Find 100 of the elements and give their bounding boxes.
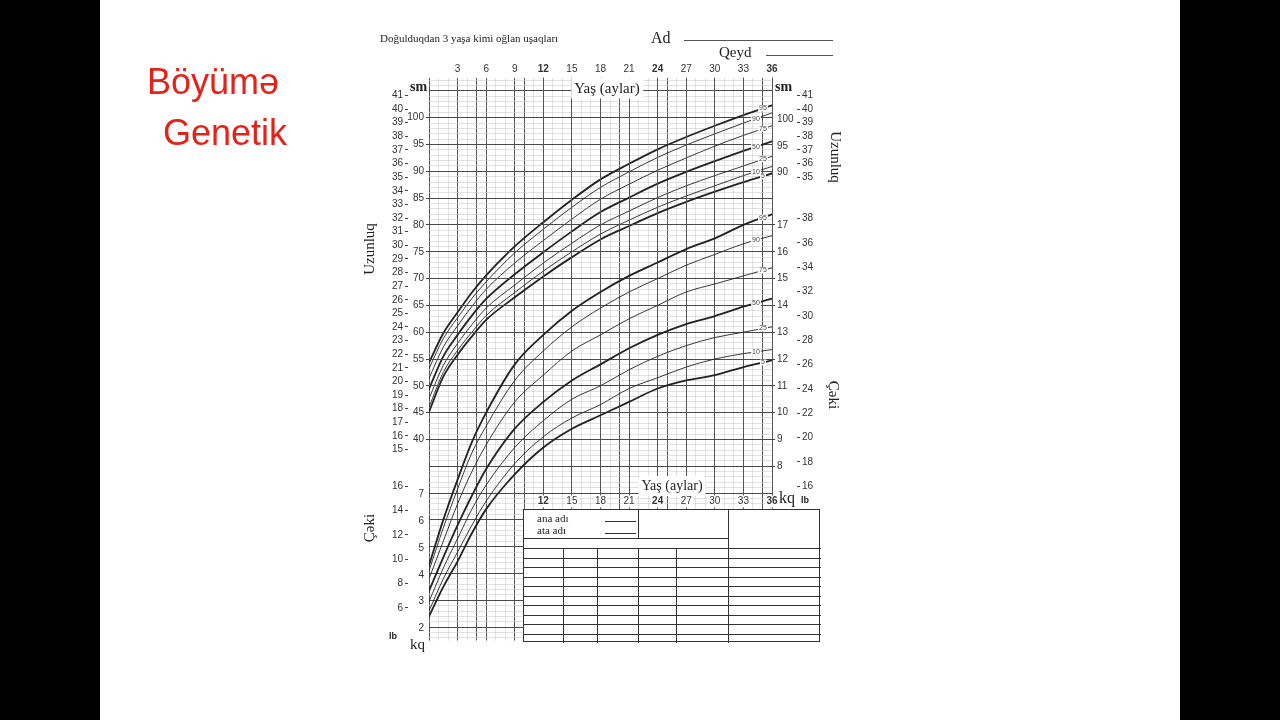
y-axis-title: Uzunluq — [360, 223, 378, 275]
text: 90 — [777, 165, 789, 177]
y2-tick-label: 24 — [802, 382, 814, 394]
y3-tick-label: 16 — [777, 245, 789, 257]
annotation: ana adı — [537, 512, 569, 524]
text: lb — [801, 495, 809, 505]
y3-tick-label: 11 — [777, 379, 788, 391]
x-tick-label: 12 — [537, 63, 550, 75]
text: 2 — [418, 621, 424, 633]
x-tick-label: 33 — [737, 495, 750, 507]
y2-tick-label: 38 — [802, 130, 814, 142]
y-tick-label: 26 — [391, 293, 404, 305]
y-tick-label: 35 — [391, 170, 404, 182]
x-tick-label: 24 — [652, 495, 664, 507]
text: Qeyd — [719, 44, 752, 61]
y-tick-label: 38 — [391, 130, 404, 142]
y2-tick-label: 36 — [802, 236, 814, 248]
y-tick-label: 25 — [391, 307, 404, 319]
y3-tick-label: 70 — [412, 272, 425, 284]
text: 5 — [418, 541, 424, 553]
y3-tick-label: 45 — [412, 406, 425, 418]
y3-tick-label: 85 — [412, 191, 425, 203]
y3-tick-label: 55 — [412, 352, 425, 364]
x-tick-label: 30 — [709, 63, 721, 75]
y3-tick-label: 10 — [777, 406, 789, 418]
y-axis-title: Çəki — [360, 513, 378, 543]
y3-tick-label: 50 — [412, 379, 425, 391]
y-tick-label: 14 — [391, 504, 404, 516]
y-tick-label: 33 — [391, 198, 404, 210]
x-tick-label: 21 — [623, 495, 636, 507]
x-tick-label: 36 — [766, 63, 778, 75]
y-tick-label: 36 — [391, 157, 404, 169]
y3-tick-label: 15 — [777, 272, 789, 284]
y2-tick-label: 38 — [802, 212, 814, 224]
y2-tick-label: 32 — [802, 285, 814, 297]
y-tick-label: 6 — [397, 601, 404, 613]
y2-tick-label: 34 — [802, 260, 814, 272]
x-tick-label: 12 — [537, 495, 550, 507]
y-tick-label: 24 — [391, 320, 404, 332]
text: sm — [775, 79, 793, 95]
x-tick-label: 21 — [623, 63, 636, 75]
y-tick-label: 21 — [391, 361, 404, 373]
x-tick-label: 36 — [766, 495, 778, 507]
x-tick-label: 33 — [737, 63, 750, 75]
x-tick-label: 6 — [483, 63, 490, 75]
text: 95 — [777, 139, 789, 150]
text: Ad — [651, 29, 671, 47]
y3-tick-label: 8 — [777, 459, 783, 471]
y-tick-label: 32 — [391, 211, 404, 223]
y2-tick-label: 37 — [802, 143, 814, 155]
x-axis-title: Yaş (aylar) — [571, 77, 643, 99]
y-tick-label: 12 — [391, 528, 404, 540]
y2-tick-label: 28 — [802, 333, 814, 345]
y2-axis-title: Çəki — [824, 380, 842, 410]
text: 100 — [777, 112, 794, 124]
y-tick-label: 8 — [397, 577, 404, 589]
text: Genetik — [163, 112, 288, 154]
y-tick-label: 30 — [391, 239, 404, 251]
y-tick-label: 39 — [391, 116, 404, 128]
y3-tick-label: 80 — [412, 218, 425, 230]
x-tick-label: 15 — [566, 495, 578, 507]
y2-axis-title: Uzunluq — [826, 131, 844, 183]
text: lb — [389, 631, 397, 641]
chart-title: Doğulduqdan 3 yaşa kimi oğlan uşaqları — [380, 32, 559, 44]
x-tick-label: 27 — [680, 63, 693, 75]
y-tick-label: 40 — [391, 102, 404, 114]
y3-tick-label: 75 — [412, 245, 425, 257]
y-tick-label: 16 — [391, 429, 404, 441]
y-tick-label: 17 — [391, 416, 404, 428]
text: kq — [410, 636, 425, 653]
y3-tick-label: 9 — [777, 433, 783, 445]
text: 7 — [418, 487, 424, 499]
y-tick-label: 15 — [391, 443, 404, 455]
y2-tick-label: 35 — [802, 170, 814, 182]
y2-tick-label: 18 — [802, 455, 814, 467]
y2-tick-label: 20 — [802, 431, 814, 443]
x-tick-label: 3 — [454, 63, 461, 75]
text: sm — [410, 79, 428, 95]
y3-tick-label: 12 — [777, 352, 789, 364]
y3-tick-label: 95 — [412, 138, 425, 150]
text: 4 — [418, 568, 424, 579]
y-tick-label: 23 — [391, 334, 404, 346]
y-tick-label: 31 — [391, 225, 404, 237]
y-tick-label: 37 — [391, 143, 404, 155]
y-tick-label: 22 — [391, 347, 404, 359]
y3-tick-label: 100 — [407, 111, 425, 123]
text: 6 — [418, 514, 424, 526]
text: Böyümə — [147, 61, 280, 103]
x-axis-title: Yaş (aylar) — [638, 476, 706, 496]
x-tick-label: 24 — [652, 63, 664, 75]
y2-tick-label: 40 — [802, 102, 814, 114]
y-tick-label: 28 — [391, 266, 404, 278]
y2-tick-label: 26 — [802, 358, 814, 370]
y-tick-label: 16 — [391, 479, 404, 491]
x-tick-label: 18 — [594, 495, 607, 507]
y3-tick-label: 40 — [412, 433, 425, 445]
x-tick-label: 30 — [709, 495, 721, 507]
y2-tick-label: 41 — [802, 89, 814, 101]
x-tick-label: 15 — [566, 63, 578, 75]
y2-tick-label: 39 — [802, 116, 814, 128]
